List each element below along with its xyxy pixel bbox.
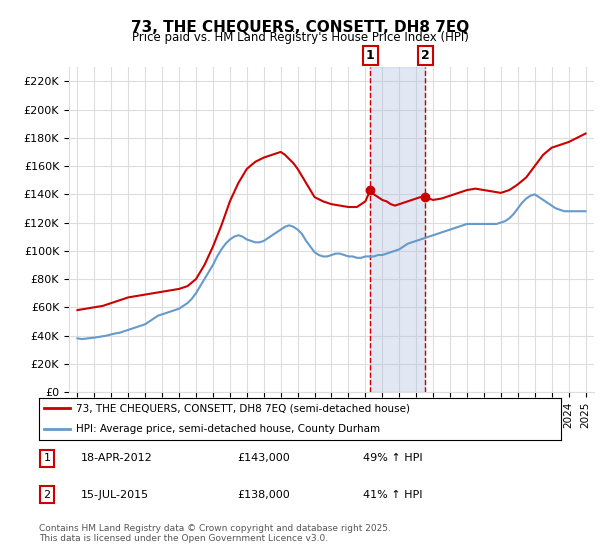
Text: 1: 1 (43, 454, 50, 464)
Text: 41% ↑ HPI: 41% ↑ HPI (362, 490, 422, 500)
Text: £143,000: £143,000 (238, 454, 290, 464)
Text: 73, THE CHEQUERS, CONSETT, DH8 7EQ: 73, THE CHEQUERS, CONSETT, DH8 7EQ (131, 20, 469, 35)
Text: £138,000: £138,000 (238, 490, 290, 500)
Text: Contains HM Land Registry data © Crown copyright and database right 2025.
This d: Contains HM Land Registry data © Crown c… (39, 524, 391, 543)
Text: 18-APR-2012: 18-APR-2012 (81, 454, 152, 464)
Text: 73, THE CHEQUERS, CONSETT, DH8 7EQ (semi-detached house): 73, THE CHEQUERS, CONSETT, DH8 7EQ (semi… (76, 403, 410, 413)
Text: 49% ↑ HPI: 49% ↑ HPI (362, 454, 422, 464)
Text: HPI: Average price, semi-detached house, County Durham: HPI: Average price, semi-detached house,… (76, 424, 380, 434)
Text: 1: 1 (366, 49, 374, 62)
Bar (370, 67, 425, 392)
Text: 15-JUL-2015: 15-JUL-2015 (81, 490, 149, 500)
Text: 2: 2 (43, 490, 50, 500)
Text: 2: 2 (421, 49, 430, 62)
Text: Price paid vs. HM Land Registry's House Price Index (HPI): Price paid vs. HM Land Registry's House … (131, 31, 469, 44)
